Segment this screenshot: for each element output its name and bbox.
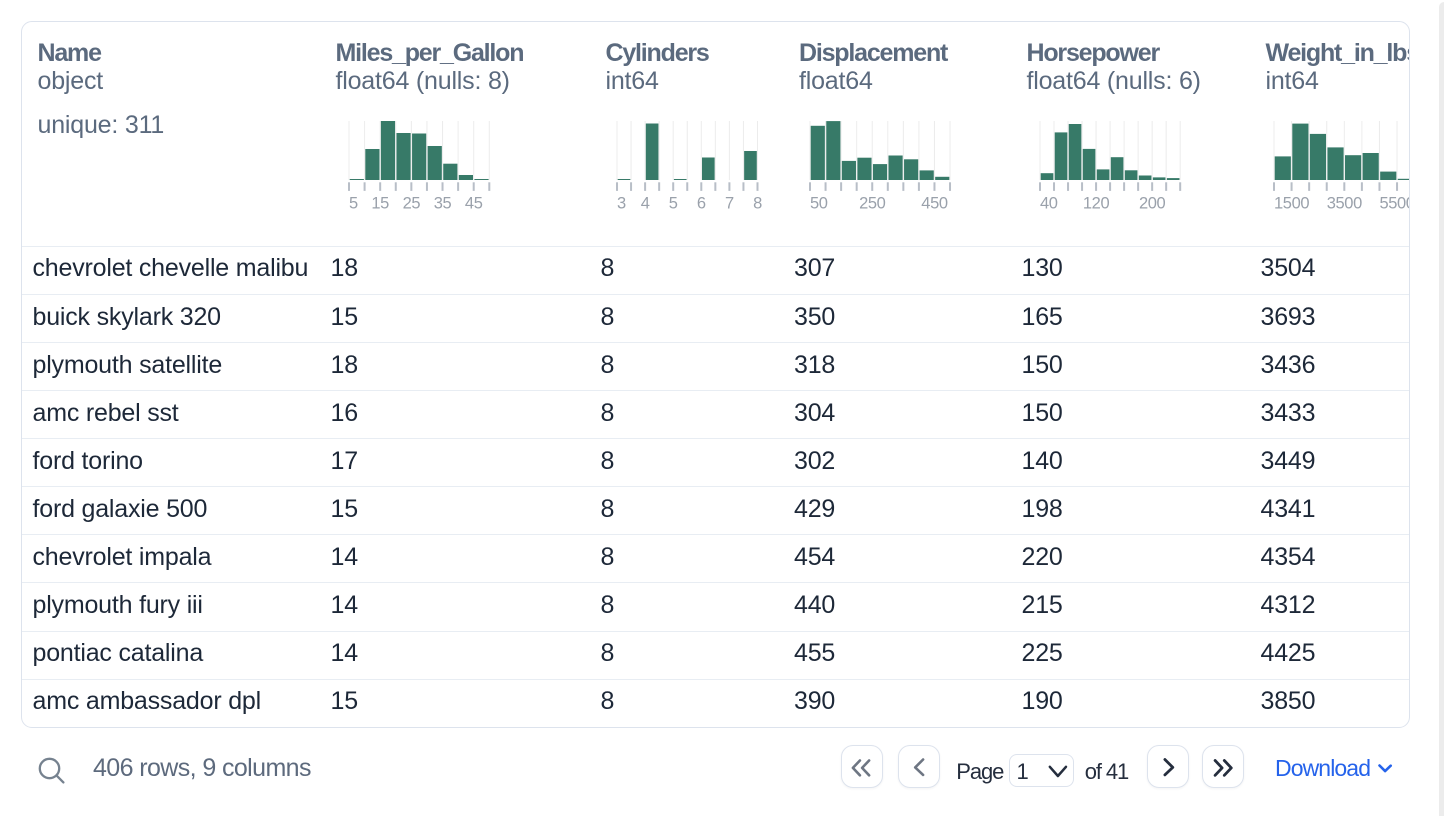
svg-text:5: 5 bbox=[349, 194, 358, 212]
svg-text:3: 3 bbox=[617, 194, 626, 212]
svg-text:15: 15 bbox=[371, 194, 389, 212]
svg-text:7: 7 bbox=[725, 194, 734, 212]
svg-text:45: 45 bbox=[464, 194, 482, 212]
svg-text:35: 35 bbox=[433, 194, 451, 212]
svg-text:3500: 3500 bbox=[1327, 194, 1362, 212]
svg-text:50: 50 bbox=[810, 194, 828, 212]
svg-text:8: 8 bbox=[753, 194, 762, 212]
svg-text:40: 40 bbox=[1040, 194, 1058, 212]
svg-text:120: 120 bbox=[1083, 194, 1110, 212]
svg-text:450: 450 bbox=[921, 194, 948, 212]
svg-text:4: 4 bbox=[641, 194, 650, 212]
svg-text:1500: 1500 bbox=[1274, 194, 1309, 212]
svg-text:5: 5 bbox=[669, 194, 678, 212]
svg-text:5500: 5500 bbox=[1379, 194, 1409, 212]
svg-text:25: 25 bbox=[402, 194, 420, 212]
svg-text:6: 6 bbox=[697, 194, 706, 212]
svg-text:250: 250 bbox=[859, 194, 886, 212]
svg-text:200: 200 bbox=[1139, 194, 1166, 212]
